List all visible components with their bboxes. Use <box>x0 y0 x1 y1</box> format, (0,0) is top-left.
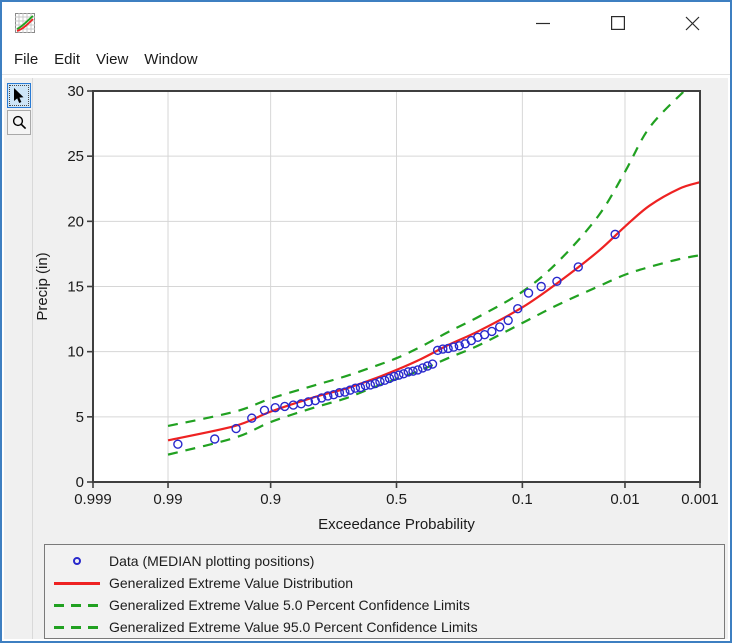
window-titlebar <box>2 2 730 44</box>
menu-window[interactable]: Window <box>144 50 198 68</box>
svg-text:Exceedance Probability: Exceedance Probability <box>318 516 475 533</box>
probability-plot: 0.999 0.99 0.9 0.5 0.1 0.01 0.001 0 5 10 15 20 25 30 E… <box>34 83 719 533</box>
menu-view[interactable]: View <box>96 50 129 68</box>
svg-text:0.5: 0.5 <box>386 491 407 508</box>
legend-item-cl95: Generalized Extreme Value 95.0 Percent C… <box>45 616 724 638</box>
fit-line-swatch <box>54 581 100 585</box>
svg-text:Precip (in): Precip (in) <box>34 252 51 320</box>
svg-text:0: 0 <box>76 474 84 491</box>
svg-text:5: 5 <box>76 409 84 426</box>
minimize-icon <box>535 22 550 25</box>
legend-item-data: Data (MEDIAN plotting positions) <box>45 550 724 572</box>
legend-item-cl5: Generalized Extreme Value 5.0 Percent Co… <box>45 594 724 616</box>
close-icon <box>685 16 700 30</box>
zoom-tool-button[interactable] <box>7 110 31 135</box>
legend-label: Generalized Extreme Value 5.0 Percent Co… <box>109 597 470 613</box>
confidence-95-swatch <box>54 625 100 629</box>
confidence-5-swatch <box>54 603 100 607</box>
svg-text:0.999: 0.999 <box>74 491 112 508</box>
tool-strip <box>4 78 33 639</box>
window-content: 0.999 0.99 0.9 0.5 0.1 0.01 0.001 0 5 10 15 20 25 30 E… <box>4 78 728 639</box>
legend-label: Generalized Extreme Value Distribution <box>109 575 354 591</box>
menu-bar: File Edit View Window <box>2 44 730 75</box>
svg-text:25: 25 <box>67 148 84 165</box>
pointer-cursor-icon <box>14 87 24 103</box>
svg-text:0.001: 0.001 <box>681 491 719 508</box>
legend-label: Generalized Extreme Value 95.0 Percent C… <box>109 619 478 635</box>
maximize-button[interactable] <box>580 2 655 44</box>
magnifier-icon <box>12 115 26 130</box>
menu-file[interactable]: File <box>14 50 39 68</box>
svg-text:0.99: 0.99 <box>153 491 182 508</box>
minimize-button[interactable] <box>505 2 580 44</box>
svg-text:0.9: 0.9 <box>260 491 281 508</box>
svg-text:0.1: 0.1 <box>512 491 533 508</box>
maximize-icon <box>610 16 625 30</box>
app-icon <box>15 13 35 33</box>
window-controls <box>505 2 730 44</box>
close-button[interactable] <box>655 2 730 44</box>
svg-text:30: 30 <box>67 83 84 100</box>
svg-text:20: 20 <box>67 213 84 230</box>
pointer-tool-button[interactable] <box>7 83 31 108</box>
menu-edit[interactable]: Edit <box>54 50 81 68</box>
svg-text:15: 15 <box>67 279 84 296</box>
data-marker-swatch <box>73 557 81 565</box>
svg-text:10: 10 <box>67 344 84 361</box>
legend-item-gev: Generalized Extreme Value Distribution <box>45 572 724 594</box>
svg-text:0.01: 0.01 <box>610 491 639 508</box>
plot-area[interactable]: 0.999 0.99 0.9 0.5 0.1 0.01 0.001 0 5 10 15 20 25 30 E… <box>33 78 728 540</box>
legend: Data (MEDIAN plotting positions) General… <box>44 544 725 639</box>
legend-label: Data (MEDIAN plotting positions) <box>109 553 315 569</box>
